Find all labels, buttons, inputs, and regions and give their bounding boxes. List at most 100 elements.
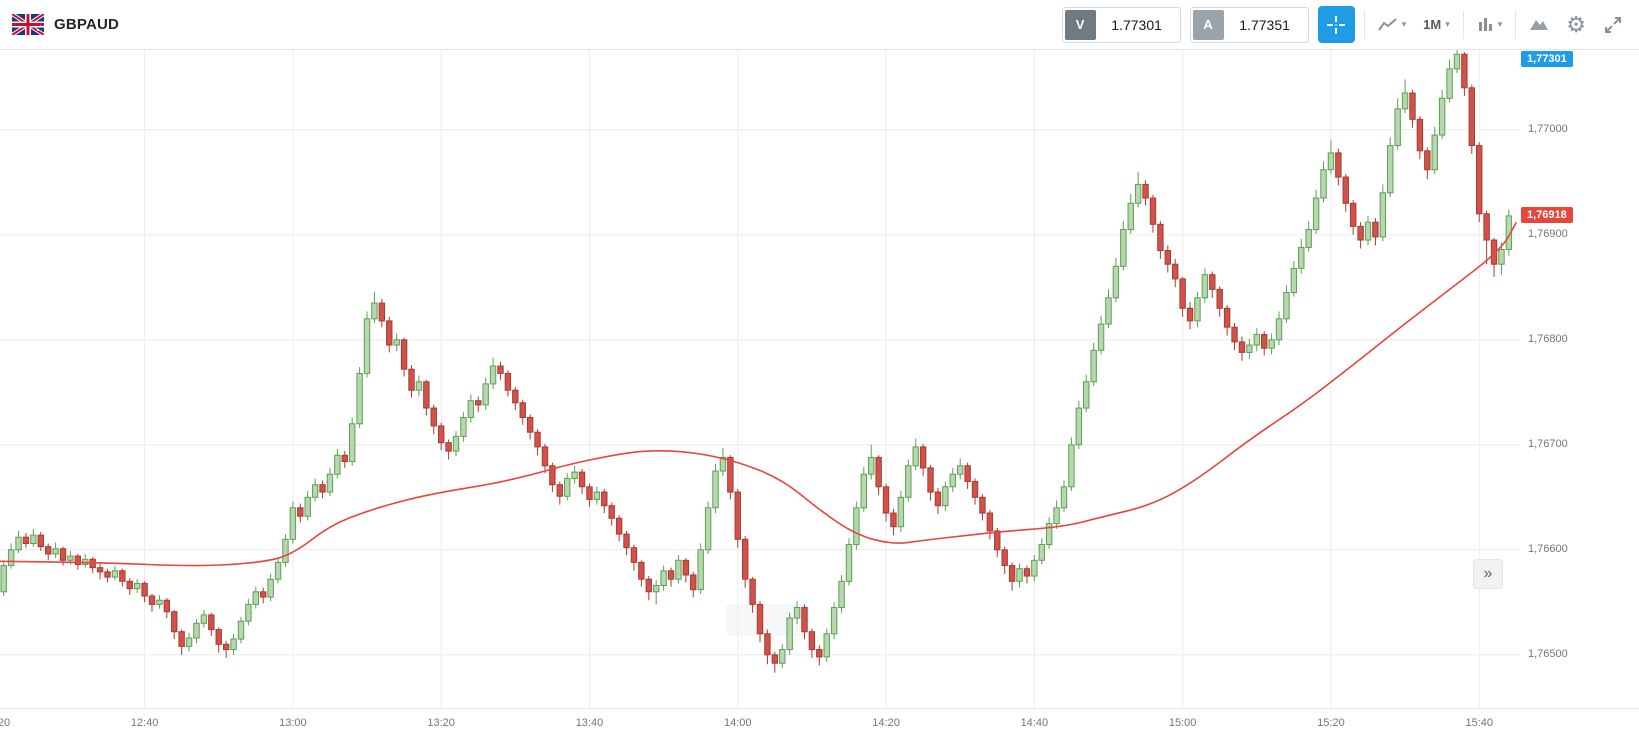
area-chart-icon — [1530, 20, 1549, 30]
candle-body — [1446, 68, 1453, 99]
time-axis-label: 13:00 — [279, 717, 307, 729]
fullscreen-button[interactable] — [1599, 10, 1627, 40]
toolbar: V 1.77301 A 1.77351 — [1061, 6, 1627, 43]
symbol-title: GBPAUD — [54, 16, 120, 33]
candle-body — [1379, 192, 1387, 238]
chart-type-button[interactable]: ▾ — [1374, 12, 1411, 37]
candle-body — [1505, 215, 1513, 250]
candle-body — [1209, 274, 1216, 290]
candle-body — [1246, 344, 1253, 353]
candle-body — [1105, 297, 1112, 325]
candle-body — [1431, 134, 1438, 171]
candle-body — [67, 555, 74, 561]
quick-trade-sell[interactable]: V 1.77301 — [1061, 6, 1181, 43]
time-axis-label: 15:00 — [1168, 717, 1197, 729]
candle-body — [912, 446, 919, 467]
candle-body — [185, 637, 193, 647]
candle-body — [526, 417, 534, 433]
timeframe-button[interactable]: 1M ▾ — [1419, 12, 1454, 37]
candle-body — [586, 486, 593, 500]
candle-body — [1038, 544, 1045, 561]
candle-body — [571, 471, 578, 479]
candle-body — [489, 365, 497, 385]
candle-body — [1083, 381, 1090, 409]
indicators-button[interactable]: ▾ — [1473, 11, 1507, 38]
crosshair-button[interactable] — [1317, 6, 1355, 43]
templates-button[interactable] — [1525, 12, 1553, 37]
candle-body — [408, 368, 415, 391]
candle-body — [415, 381, 423, 391]
candle-body — [890, 512, 897, 528]
candle-body — [1453, 53, 1461, 70]
candle-body — [682, 559, 690, 576]
time-axis[interactable]: 12:20 12:40 13:00 13:20 13:40 14:00 14:20 14:40… — [0, 708, 1639, 740]
price-chart-canvas[interactable] — [0, 50, 1520, 708]
candle-body — [905, 465, 912, 498]
candle-body — [1327, 152, 1335, 171]
price-axis-label: 1,76700 — [1528, 437, 1568, 450]
candle-body — [1238, 341, 1246, 353]
time-axis-label: 13:40 — [575, 717, 604, 729]
candle-body — [1298, 246, 1305, 269]
candle-body — [979, 496, 986, 514]
candle-body — [615, 517, 623, 535]
candle-body — [400, 339, 408, 370]
settings-button[interactable]: ⚙ — [1562, 9, 1590, 41]
candle-body — [956, 465, 964, 475]
candle-body — [1172, 263, 1179, 280]
candle-body — [475, 400, 482, 406]
candle-body — [712, 470, 719, 509]
candle-body — [96, 567, 104, 573]
candle-body — [1216, 288, 1223, 309]
candle-body — [623, 533, 630, 549]
sell-badge[interactable]: V — [1064, 9, 1096, 40]
chevron-down-icon: ▾ — [1401, 19, 1407, 29]
candle-body — [363, 318, 371, 374]
candle-body — [237, 620, 245, 640]
candle-body — [393, 339, 400, 346]
candle-body — [311, 484, 319, 498]
quick-trade-buy[interactable]: A 1.77351 — [1189, 6, 1309, 43]
candle-body — [1335, 152, 1342, 178]
candle-body — [549, 465, 556, 486]
buy-badge[interactable]: A — [1192, 9, 1224, 40]
candle-body — [1312, 197, 1320, 231]
candle-body — [1357, 225, 1364, 241]
candle-body — [30, 534, 37, 545]
candle-body — [386, 320, 393, 346]
candle-body — [949, 473, 956, 488]
chevron-down-icon: ▾ — [1445, 19, 1450, 29]
toolbar-divider — [1515, 10, 1517, 39]
candle-body — [808, 631, 816, 651]
candle-body — [1023, 568, 1031, 577]
candle-body — [801, 607, 808, 633]
candle-body — [1260, 334, 1268, 349]
candle-body — [638, 561, 645, 580]
time-axis-label: 14:20 — [872, 717, 900, 729]
candle-body — [1090, 349, 1097, 383]
candle-body — [934, 491, 942, 507]
candle-body — [222, 643, 230, 651]
scroll-to-latest-button[interactable]: » — [1473, 559, 1503, 589]
candle-body — [830, 607, 838, 635]
candle-body — [44, 546, 52, 555]
chart-area[interactable] — [0, 50, 1520, 708]
price-axis[interactable]: 1,77000 1,76900 1,76800 1,76700 1,76600 1,765… — [1520, 50, 1639, 708]
candle-body — [564, 477, 571, 497]
candle-body — [111, 570, 119, 578]
candle-body — [7, 549, 15, 567]
candle-body — [1461, 53, 1468, 89]
candle-body — [727, 456, 734, 493]
candle-body — [1060, 486, 1068, 509]
candle-body — [171, 611, 178, 633]
candle-body — [37, 534, 44, 548]
candle-body — [1149, 197, 1157, 225]
candle-body — [148, 595, 156, 605]
candle-body — [1409, 92, 1416, 120]
candle-body — [1283, 292, 1290, 320]
candle-body — [749, 578, 756, 605]
candle-body — [1476, 145, 1483, 215]
candle-body — [467, 400, 475, 419]
candle-body — [423, 381, 430, 409]
toolbar-divider — [1363, 10, 1365, 39]
